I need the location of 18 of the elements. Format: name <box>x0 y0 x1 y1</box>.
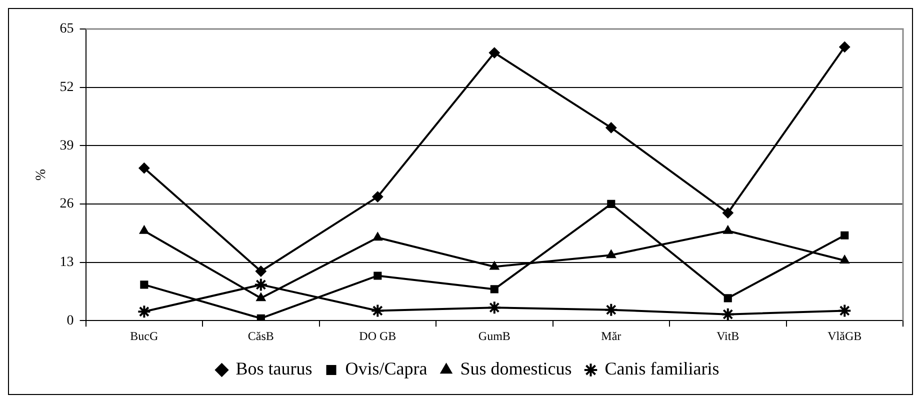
x-tick-label: CăsB <box>248 328 274 343</box>
x-tick-label: DO GB <box>359 328 396 343</box>
x-tick-label: Măr <box>601 328 622 343</box>
y-tick-label: 13 <box>60 254 74 270</box>
x-tick-label: GumB <box>478 328 510 343</box>
x-tick-label: VitB <box>716 328 740 343</box>
legend-label: Bos taurus <box>236 358 312 379</box>
y-tick-label: 52 <box>60 80 74 95</box>
y-tick-label: 0 <box>66 313 74 328</box>
x-tick-label: VlăGB <box>828 328 862 343</box>
y-axis-title: % <box>34 168 50 181</box>
y-tick-label: 39 <box>60 138 74 154</box>
y-tick-label: 26 <box>60 196 74 212</box>
legend-label: Sus domesticus <box>460 358 572 379</box>
legend-label: Canis familiaris <box>604 358 720 379</box>
legend-label: Ovis/Capra <box>345 358 428 379</box>
y-tick-label: 65 <box>60 22 74 37</box>
x-tick-label: BucG <box>130 328 158 343</box>
